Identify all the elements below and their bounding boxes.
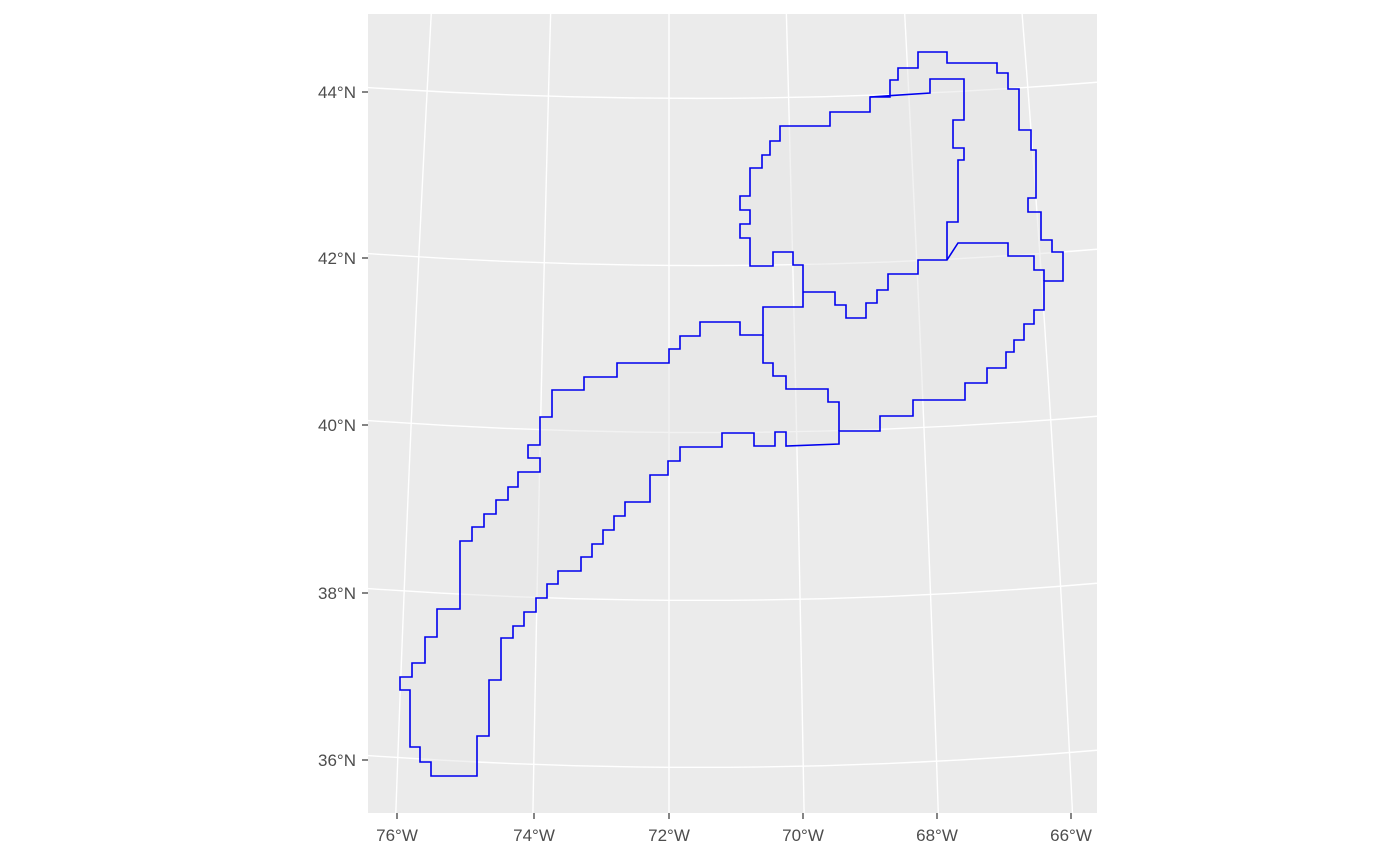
y-tick-label: 40°N — [318, 416, 356, 435]
x-tick-label: 74°W — [513, 826, 555, 845]
region-outline — [399, 51, 1064, 777]
x-tick-label: 72°W — [648, 826, 690, 845]
y-tick-label: 44°N — [318, 83, 356, 102]
y-axis: 44°N 42°N 40°N 38°N 36°N — [318, 83, 368, 770]
x-tick-label: 70°W — [782, 826, 824, 845]
x-tick-label: 66°W — [1050, 826, 1092, 845]
x-axis: 76°W 74°W 72°W 70°W 68°W 66°W — [376, 813, 1092, 845]
region-border — [762, 335, 840, 431]
region-border — [869, 78, 965, 260]
y-tick-label: 42°N — [318, 249, 356, 268]
x-tick-label: 76°W — [376, 826, 418, 845]
y-tick-label: 38°N — [318, 584, 356, 603]
regions — [399, 51, 1064, 777]
y-tick-label: 36°N — [318, 751, 356, 770]
region-border — [803, 242, 1045, 319]
x-tick-label: 68°W — [916, 826, 958, 845]
